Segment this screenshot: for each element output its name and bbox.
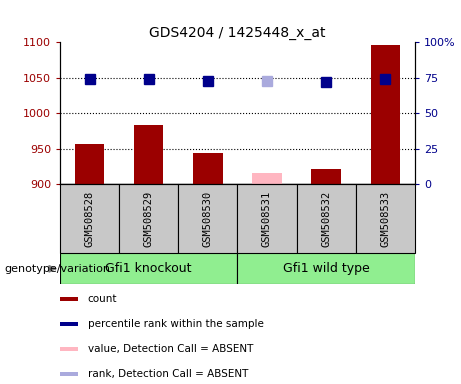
Text: GSM508532: GSM508532: [321, 191, 331, 247]
Bar: [75, 144, 104, 184]
Bar: [252, 173, 282, 184]
Text: percentile rank within the sample: percentile rank within the sample: [88, 319, 264, 329]
Title: GDS4204 / 1425448_x_at: GDS4204 / 1425448_x_at: [149, 26, 325, 40]
Text: Gfi1 knockout: Gfi1 knockout: [106, 262, 192, 275]
Text: value, Detection Call = ABSENT: value, Detection Call = ABSENT: [88, 344, 253, 354]
Text: GSM508528: GSM508528: [84, 191, 95, 247]
Text: GSM508531: GSM508531: [262, 191, 272, 247]
Bar: [178, 184, 237, 253]
Bar: [60, 297, 78, 301]
Bar: [60, 253, 237, 284]
Bar: [356, 184, 415, 253]
Text: count: count: [88, 294, 117, 304]
Bar: [193, 153, 223, 184]
Bar: [296, 184, 356, 253]
Text: GSM508530: GSM508530: [203, 191, 213, 247]
Bar: [237, 253, 415, 284]
Bar: [371, 45, 400, 184]
Bar: [60, 184, 119, 253]
Bar: [60, 372, 78, 376]
Text: Gfi1 wild type: Gfi1 wild type: [283, 262, 370, 275]
Text: GSM508533: GSM508533: [380, 191, 390, 247]
Text: genotype/variation: genotype/variation: [5, 264, 111, 274]
Bar: [119, 184, 178, 253]
Bar: [134, 125, 164, 184]
Text: GSM508529: GSM508529: [144, 191, 154, 247]
Bar: [311, 169, 341, 184]
Bar: [60, 322, 78, 326]
Text: rank, Detection Call = ABSENT: rank, Detection Call = ABSENT: [88, 369, 248, 379]
Bar: [237, 184, 296, 253]
Bar: [60, 347, 78, 351]
